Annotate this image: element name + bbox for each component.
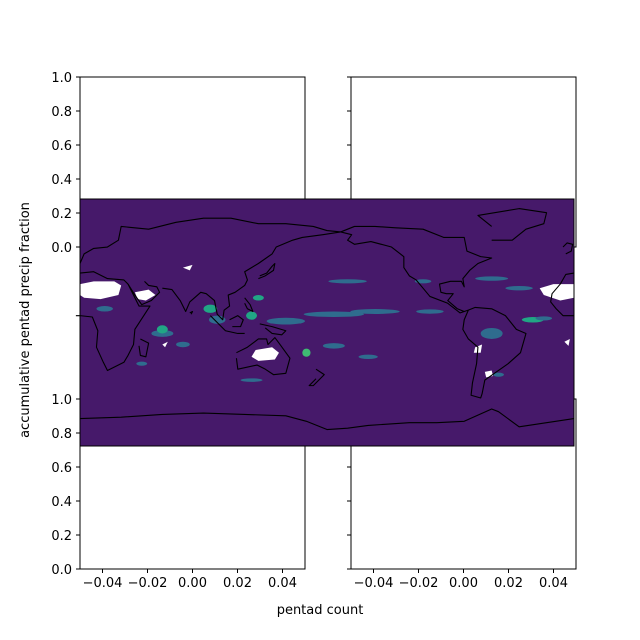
y-tick-label: 1.0 xyxy=(51,393,72,408)
missing-data-patch xyxy=(134,289,156,301)
x-tick-label: 0.00 xyxy=(178,576,207,591)
coastline-segment xyxy=(162,231,341,321)
coastline-segment xyxy=(79,217,341,264)
y-tick-label: 0.6 xyxy=(51,139,72,154)
coastline-segment xyxy=(127,280,161,306)
y-tick-label: 0.4 xyxy=(51,495,72,510)
precip-blob xyxy=(416,309,444,314)
coastline-segment xyxy=(229,315,244,328)
precip-blob xyxy=(350,309,400,314)
missing-data-patch xyxy=(539,284,574,301)
map-overlay xyxy=(75,198,575,447)
coastline-segment xyxy=(75,271,151,372)
precip-blob xyxy=(96,306,113,312)
coastline-segment xyxy=(79,408,575,431)
precip-blob xyxy=(328,279,367,284)
x-tick-label: 0.02 xyxy=(223,576,252,591)
precip-blob xyxy=(475,276,509,281)
coastline-segment xyxy=(138,338,150,358)
x-tick-label: 0.00 xyxy=(449,576,478,591)
precip-blob xyxy=(535,316,553,321)
y-tick-label: 0.0 xyxy=(51,241,72,256)
precip-blob xyxy=(136,361,148,366)
y-tick-label: 0.6 xyxy=(51,461,72,476)
precip-blob xyxy=(493,372,505,377)
missing-data-patch xyxy=(80,281,122,300)
map-background xyxy=(80,199,574,446)
y-tick-label: 0.8 xyxy=(51,105,72,120)
x-tick-label: −0.04 xyxy=(83,576,123,591)
coastline-segment xyxy=(308,368,325,387)
precip-blob xyxy=(266,317,306,325)
missing-data-patch xyxy=(251,347,279,361)
coastline-segment xyxy=(340,225,493,314)
precip-blob xyxy=(203,304,218,313)
coastline-segment xyxy=(259,323,287,336)
precip-blob xyxy=(414,279,432,284)
y-tick-label: 0.2 xyxy=(51,529,72,544)
precip-blob xyxy=(246,311,258,320)
y-tick-label: 0.8 xyxy=(51,427,72,442)
precip-blob xyxy=(303,311,365,318)
y-tick-label: 0.4 xyxy=(51,173,72,188)
coastline-segment xyxy=(258,262,276,280)
precip-blob xyxy=(358,354,378,360)
coastlines xyxy=(75,208,575,431)
x-tick-label: −0.04 xyxy=(354,576,394,591)
y-tick-label: 0.0 xyxy=(51,563,72,578)
missing-data-patch xyxy=(182,264,193,271)
precip-blob xyxy=(240,378,263,382)
y-tick-label: 1.0 xyxy=(51,71,72,86)
coastline-segment xyxy=(462,306,527,399)
x-tick-label: 0.04 xyxy=(539,576,568,591)
coastline-segment xyxy=(189,310,194,315)
x-tick-label: −0.02 xyxy=(399,576,439,591)
coastline-segment xyxy=(209,315,245,335)
coastline-segment xyxy=(562,242,574,255)
precip-blob xyxy=(151,330,174,337)
missing-data-patch xyxy=(162,341,168,348)
coastline-segment xyxy=(550,272,575,317)
precip-blob xyxy=(176,341,190,348)
coastline-segment xyxy=(244,297,254,313)
precip-blob xyxy=(302,348,311,357)
precip-blob xyxy=(156,325,168,334)
x-tick-label: 0.04 xyxy=(268,576,297,591)
x-tick-label: −0.02 xyxy=(128,576,168,591)
precip-shading xyxy=(80,264,574,382)
y-axis-label: accumulative pentad precip fraction xyxy=(18,202,33,438)
x-axis-label: pentad count xyxy=(277,603,364,618)
coastline-segment xyxy=(235,337,291,376)
map-frame xyxy=(79,198,575,447)
precip-blob xyxy=(252,295,264,301)
precip-blob xyxy=(505,285,533,291)
precip-blob xyxy=(480,327,503,339)
precip-blob xyxy=(322,343,345,349)
x-tick-label: 0.02 xyxy=(494,576,523,591)
y-tick-label: 0.2 xyxy=(51,207,72,222)
missing-data-patch xyxy=(564,338,570,346)
coastline-segment xyxy=(477,208,548,241)
